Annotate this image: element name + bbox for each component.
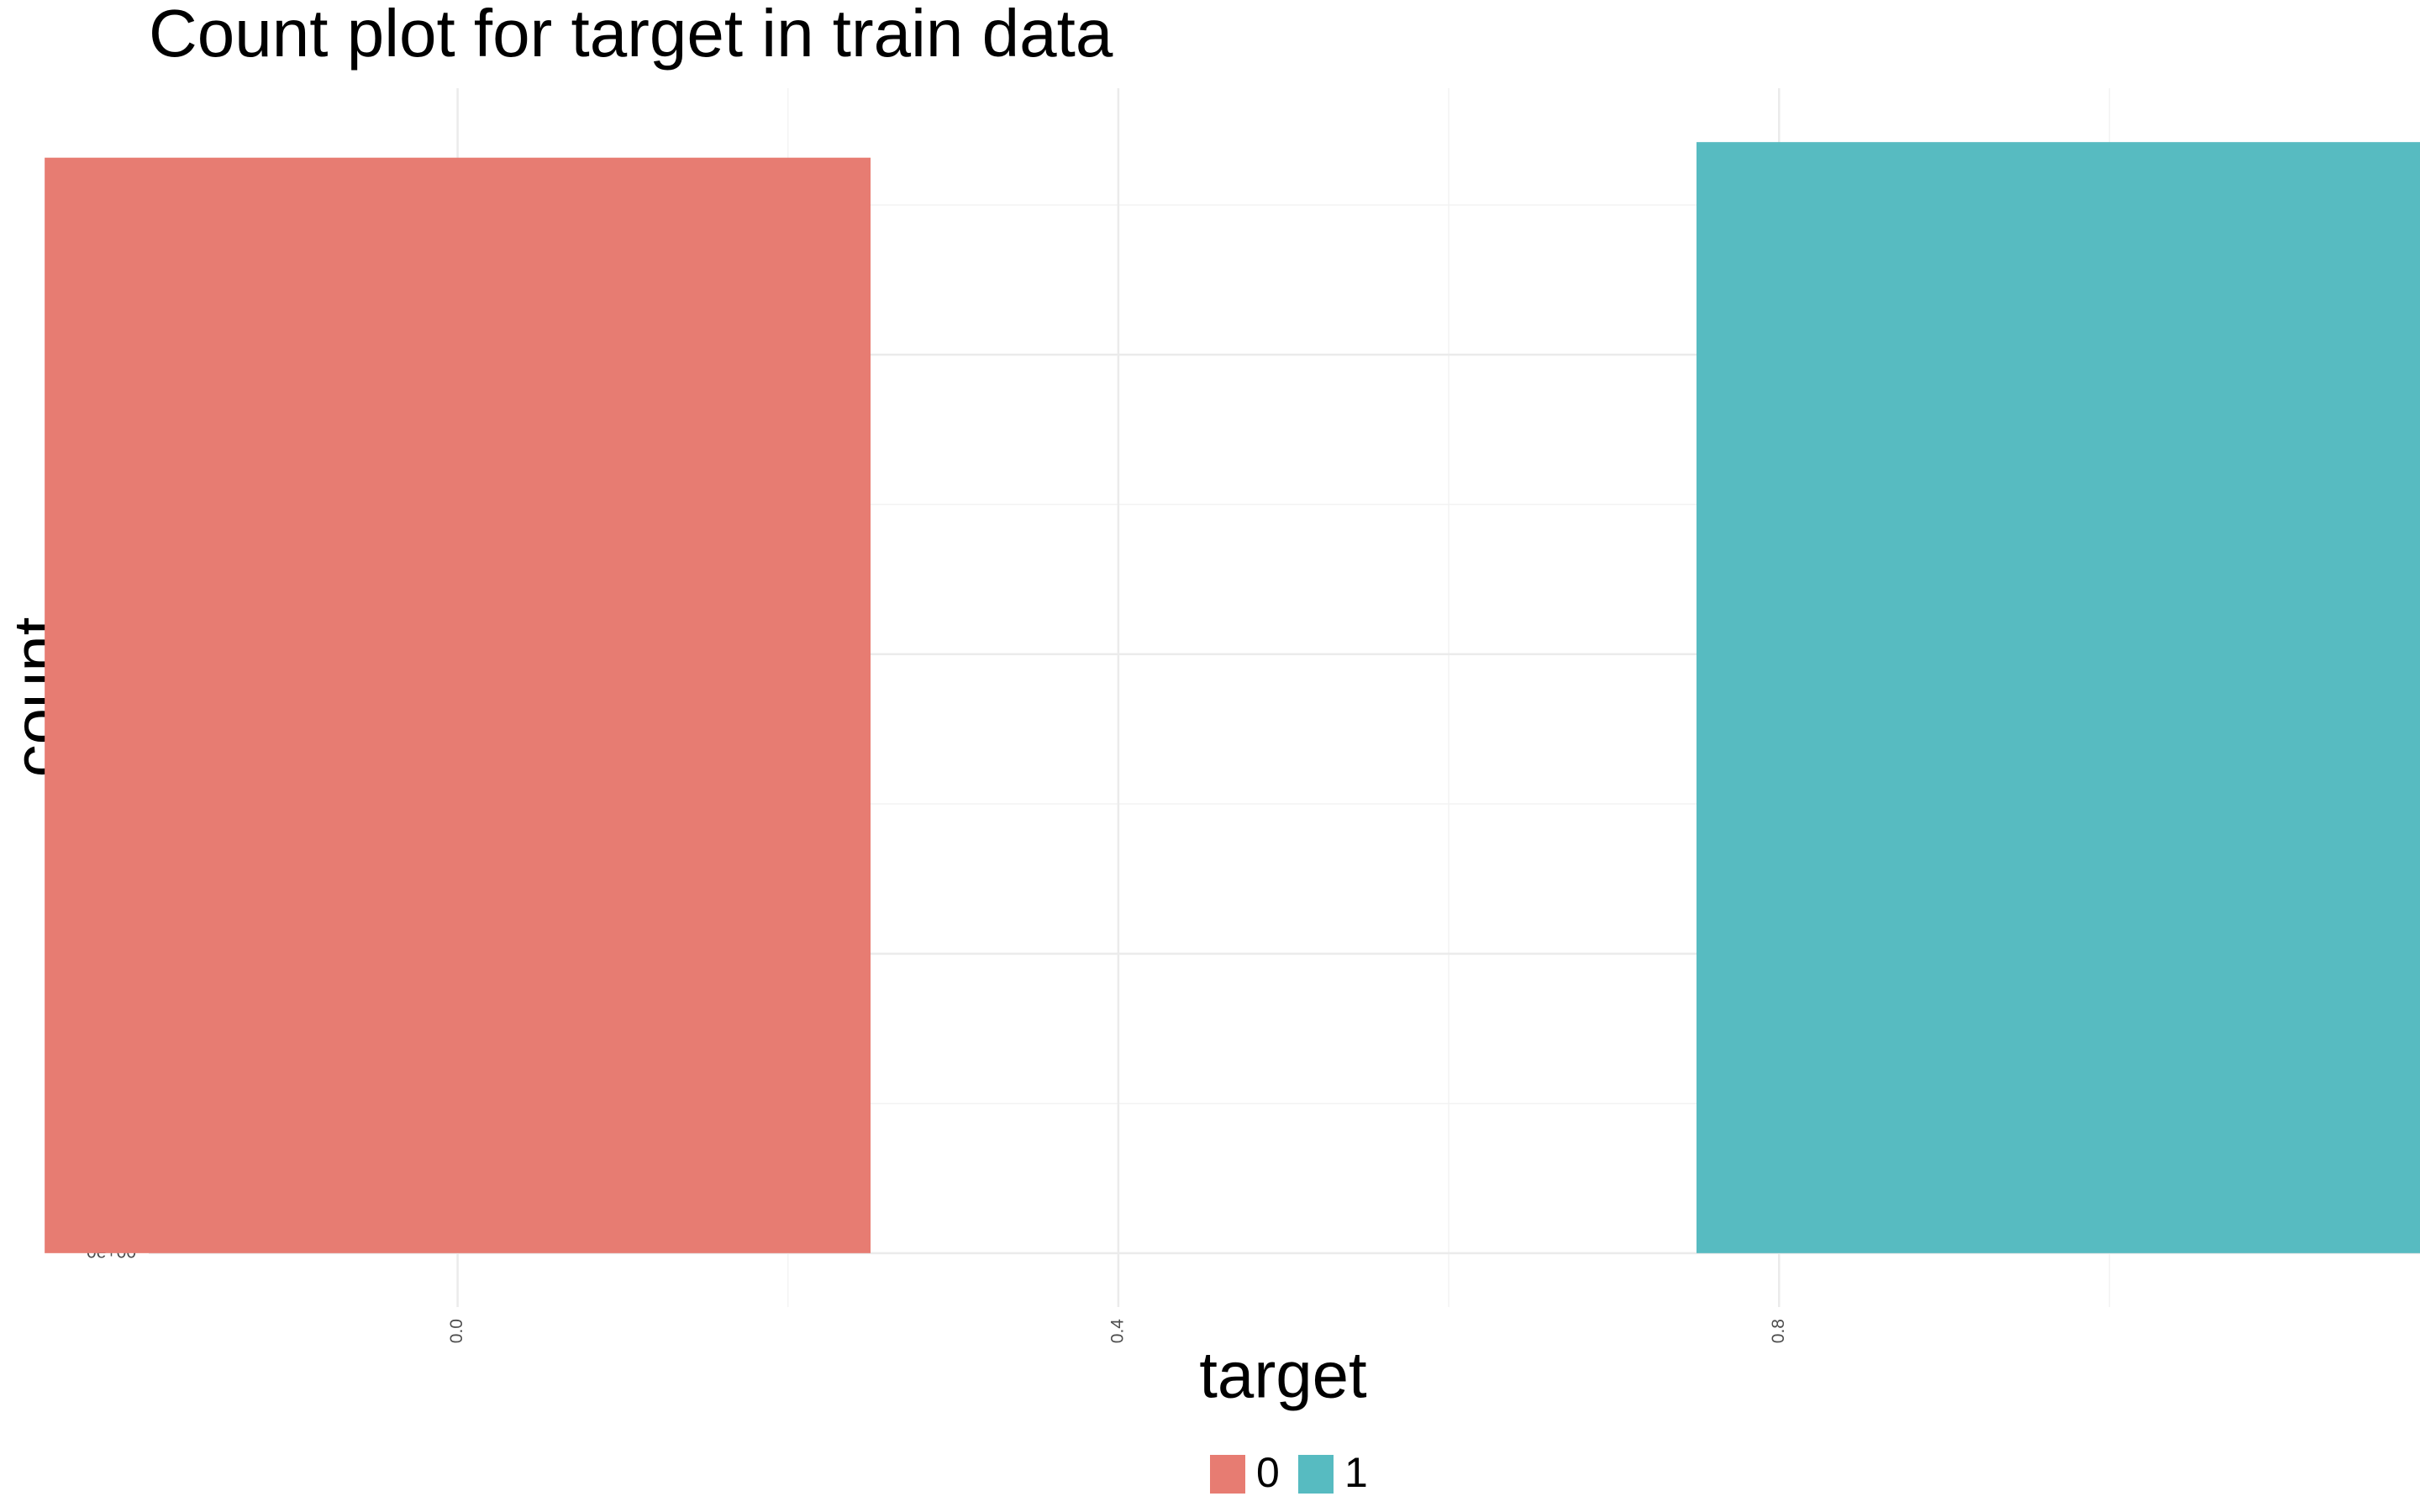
legend-swatch bbox=[1210, 1455, 1245, 1494]
chart-title: Count plot for target in train data bbox=[149, 0, 1113, 71]
x-tick-label: 0.8 bbox=[1769, 1319, 1788, 1343]
legend-label: 0 bbox=[1256, 1449, 1280, 1496]
legend-label: 1 bbox=[1344, 1449, 1368, 1496]
x-tick-label: 0.0 bbox=[447, 1319, 466, 1343]
legend-swatch bbox=[1298, 1455, 1334, 1494]
x-axis-label: target bbox=[1199, 1338, 1367, 1412]
bar bbox=[1696, 142, 2420, 1253]
x-tick-label: 0.4 bbox=[1107, 1319, 1127, 1344]
bar bbox=[45, 157, 871, 1253]
